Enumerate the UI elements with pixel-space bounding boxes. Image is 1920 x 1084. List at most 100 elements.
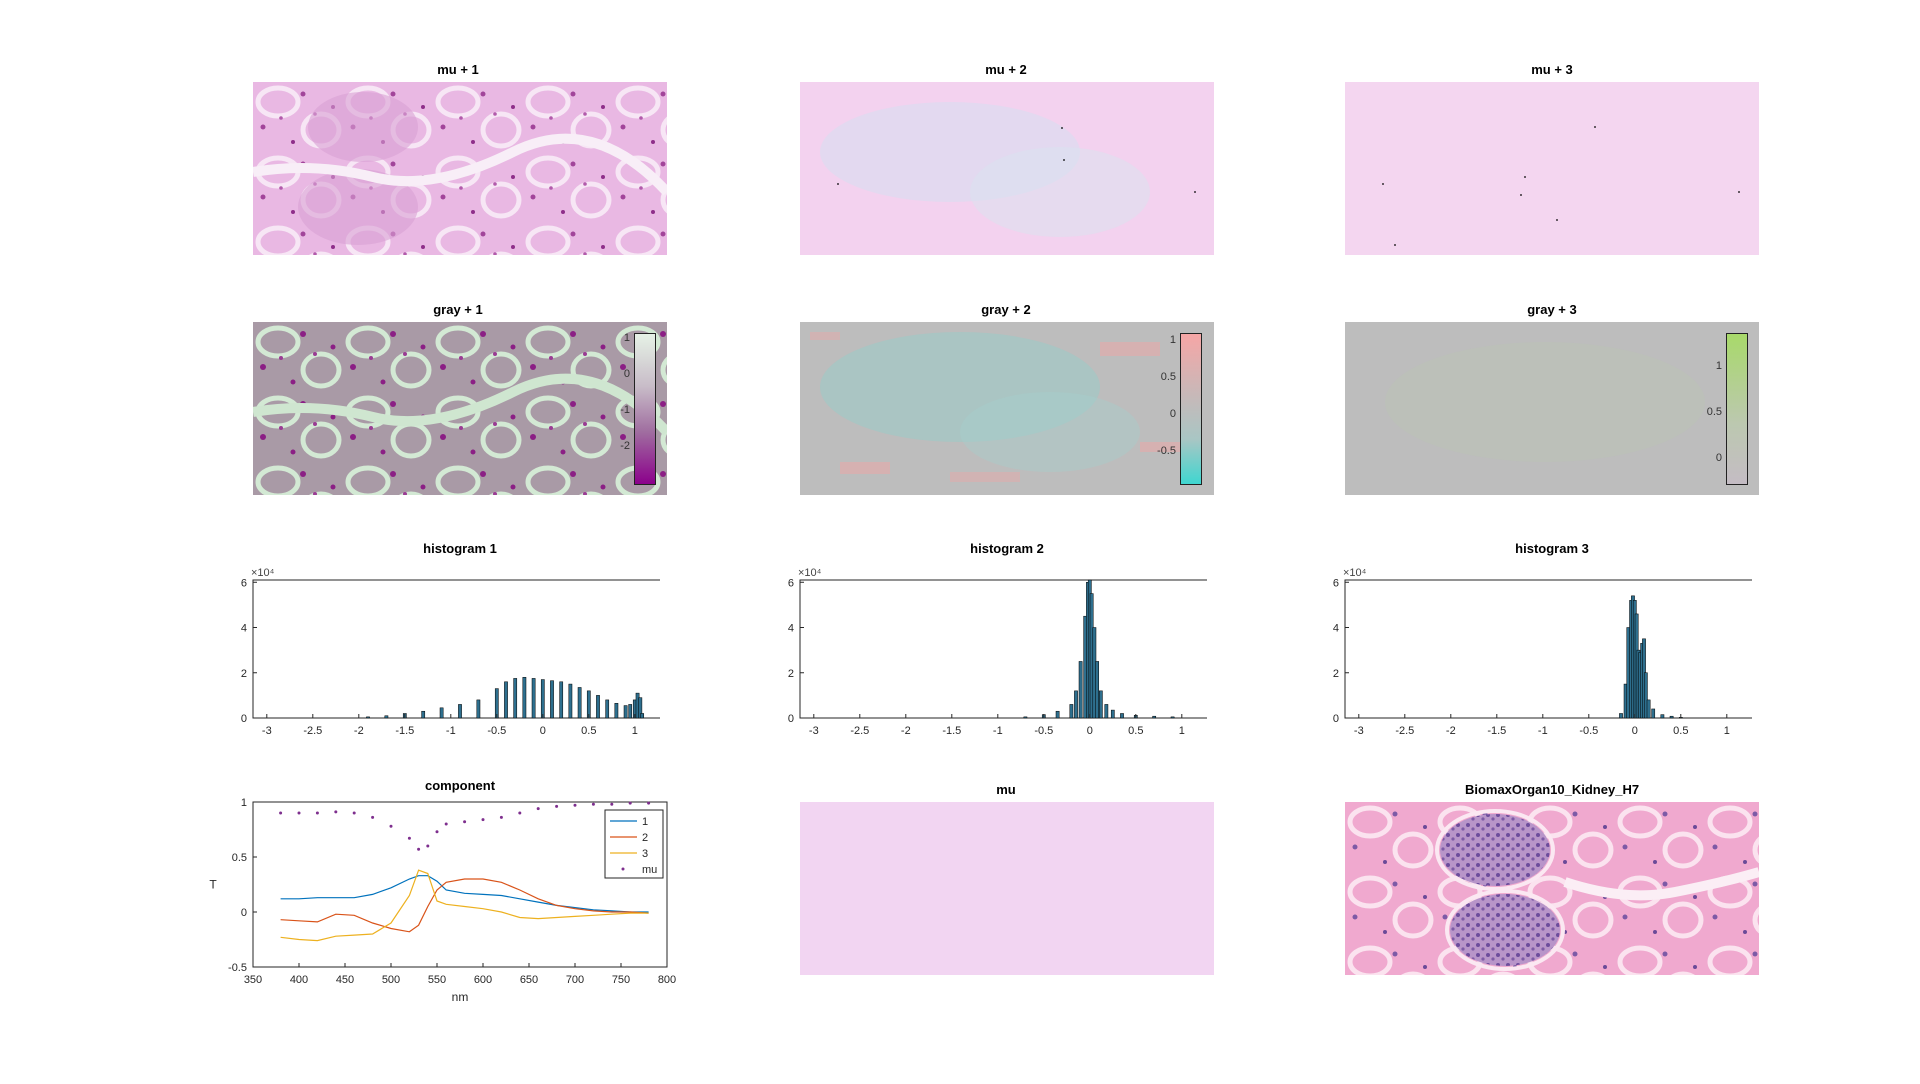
colorbar-gray2 [1180, 333, 1202, 485]
histogram-bar [421, 710, 426, 719]
exponent-label: ×10⁴ [798, 567, 822, 579]
x-tick-label: 400 [290, 974, 308, 986]
histogram-bar [384, 715, 389, 719]
histogram-bar [476, 699, 481, 719]
histogram-bar [1643, 672, 1648, 719]
colorbar-gray2-tick: 1 [1169, 334, 1176, 346]
x-tick-label: -3 [1354, 725, 1364, 737]
x-tick-label: -2.5 [303, 725, 322, 737]
series-point-mu [499, 815, 503, 819]
x-tick-label: -2.5 [1395, 725, 1414, 737]
x-tick-label: 1 [632, 725, 638, 737]
colorbar-gray2-tick: 0 [1169, 408, 1176, 420]
histogram-2-chart: histogram 2 ×10⁴ -3 -2.5 -2 -1.5 -1 -0.5 0 0.5 1 0 2… [788, 541, 1207, 737]
y-tick-label: 2 [788, 668, 794, 680]
plot-frame [1344, 579, 1752, 719]
x-tick-label: -2 [1446, 725, 1456, 737]
histogram-bar [586, 690, 591, 719]
histogram-bar [1069, 704, 1074, 719]
title-rgb: BiomaxOrgan10_Kidney_H7 [1464, 782, 1640, 797]
histogram-bar [559, 681, 564, 719]
legend-label: 1 [642, 816, 648, 828]
histogram-bar [1078, 661, 1083, 719]
series-point-mu [389, 824, 393, 828]
x-tick-label: 1 [1724, 725, 1730, 737]
colorbar-gray3-tick: 1 [1715, 360, 1722, 372]
title-mu: mu [996, 782, 1016, 797]
x-tick-label: -0.5 [487, 725, 506, 737]
image-mu [800, 802, 1214, 975]
image-gray1 [253, 322, 667, 495]
series-point-mu [647, 801, 651, 805]
x-tick-label: -3 [262, 725, 272, 737]
series-point-mu [463, 820, 467, 824]
histogram-bar [605, 699, 610, 719]
histogram-bar [1055, 710, 1060, 719]
series-point-mu [555, 804, 559, 808]
exponent-label: ×10⁴ [251, 567, 275, 579]
series-point-mu [297, 811, 301, 815]
x-tick-label: -1.5 [942, 725, 961, 737]
series-point-mu [407, 836, 411, 840]
colorbar-gray1-tick: -1 [620, 404, 630, 416]
x-tick-label: 750 [612, 974, 630, 986]
series-point-mu [435, 830, 439, 834]
x-tick-label: 0 [540, 725, 546, 737]
x-tick-label: -1.5 [1487, 725, 1506, 737]
histogram-bar [577, 687, 582, 719]
y-tick-label: 0.5 [232, 852, 247, 864]
x-tick-label: -3 [809, 725, 819, 737]
histogram-bar [614, 703, 619, 719]
x-tick-label: -1 [1538, 725, 1548, 737]
histogram-bar [1095, 661, 1100, 719]
histogram-bar [568, 683, 573, 719]
title-mu3: mu + 3 [1531, 62, 1573, 77]
y-tick-label: 0 [241, 907, 247, 919]
x-tick-label: 800 [658, 974, 676, 986]
legend-label: 3 [642, 848, 648, 860]
chart-title: histogram 2 [970, 541, 1044, 556]
x-tick-label: 1 [1179, 725, 1185, 737]
x-tick-label: -2 [901, 725, 911, 737]
x-tick-label: 0.5 [1673, 725, 1688, 737]
histogram-bar [1170, 716, 1175, 719]
histogram-bar [1651, 708, 1656, 719]
exponent-label: ×10⁴ [1343, 567, 1367, 579]
x-tick-label: -0.5 [1579, 725, 1598, 737]
histogram-bar [623, 705, 628, 719]
x-tick-label: -0.5 [1034, 725, 1053, 737]
histogram-bar [531, 678, 536, 719]
colorbar-gray2-tick: 0.5 [1160, 371, 1176, 383]
histogram-bar [439, 707, 444, 719]
histogram-bar [540, 679, 545, 719]
x-tick-label: -1 [446, 725, 456, 737]
x-tick-label: 0 [1087, 725, 1093, 737]
histogram-bar [596, 695, 600, 719]
x-axis-label: nm [452, 990, 469, 1004]
series-point-mu [573, 803, 577, 807]
histogram-3-chart: histogram 3 ×10⁴ -3 -2.5 -2 -1.5 -1 -0.5 0 0.5 1 0 2… [1333, 541, 1752, 737]
y-tick-label: 2 [1333, 668, 1339, 680]
x-tick-label: -1 [993, 725, 1003, 737]
x-tick-label: 0.5 [581, 725, 596, 737]
histogram-bar [1110, 709, 1115, 719]
series-line-2 [280, 878, 649, 933]
histogram-bar [458, 704, 462, 719]
colorbar-gray1-tick: 1 [623, 332, 630, 344]
series-point-mu [279, 811, 283, 815]
series-line-1 [280, 875, 649, 913]
series-point-mu [444, 822, 448, 826]
histogram-bar [1074, 690, 1078, 719]
series-point-mu [481, 818, 485, 822]
histogram-bar [366, 716, 370, 719]
plot-frame [799, 579, 1207, 719]
legend-marker-mu [621, 867, 625, 871]
histogram-bar [513, 678, 518, 719]
x-tick-label: 550 [428, 974, 446, 986]
colorbar-gray1-tick: 0 [623, 368, 630, 380]
y-tick-label: -0.5 [228, 962, 247, 974]
image-mu1 [253, 82, 667, 255]
colorbar-gray3-tick: 0.5 [1706, 406, 1722, 418]
legend-label: mu [642, 864, 657, 876]
histogram-bar [1646, 699, 1651, 719]
